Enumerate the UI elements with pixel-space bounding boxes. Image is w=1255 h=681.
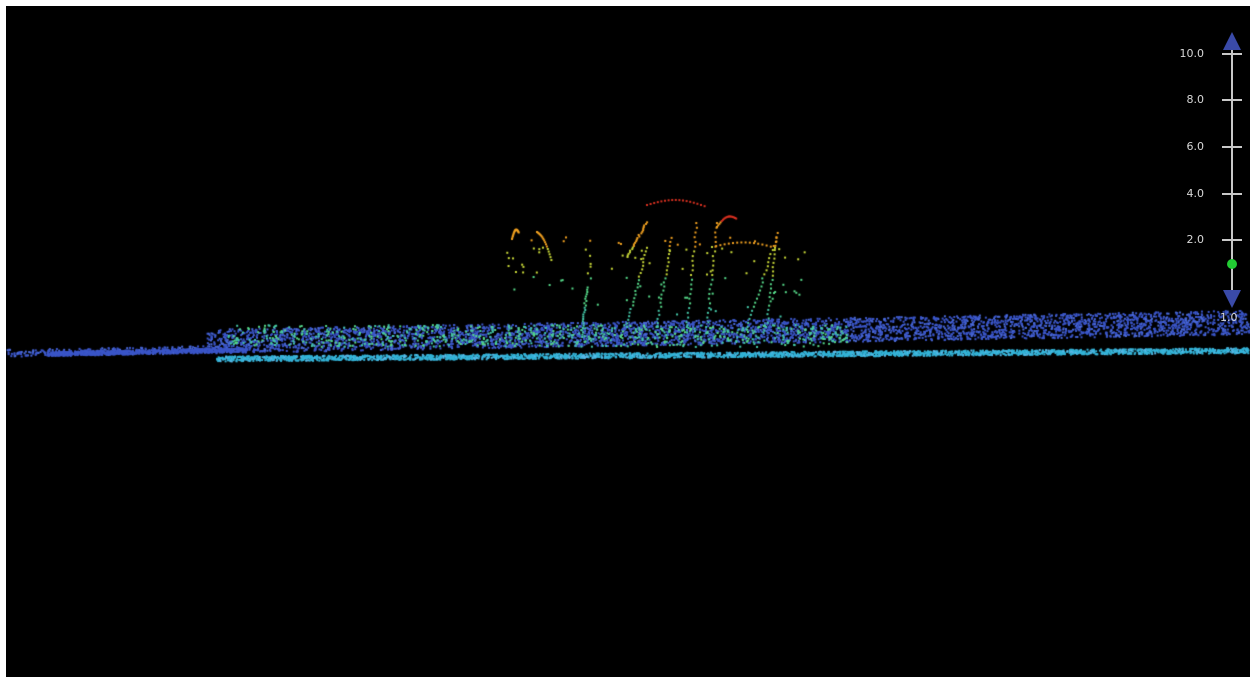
slider-knob[interactable] (1227, 259, 1237, 269)
scale-label-10: 10.0 (1179, 47, 1205, 60)
height-scale: 10.0 8.0 6.0 4.0 2.0 1.0 (1166, 28, 1250, 328)
triangle-down-icon[interactable] (1223, 290, 1241, 308)
point-cloud-canvas[interactable] (6, 6, 1250, 677)
height-scale-graphic (1222, 32, 1242, 308)
triangle-up-icon[interactable] (1223, 32, 1241, 50)
scale-label-2: 2.0 (1186, 233, 1205, 246)
scale-label-4: 4.0 (1186, 187, 1205, 200)
scale-label-8: 8.0 (1186, 93, 1205, 106)
scale-label-min: 1.0 (1220, 311, 1238, 324)
point-cloud-viewport[interactable]: 10.0 8.0 6.0 4.0 2.0 1.0 (6, 6, 1250, 677)
scale-label-6: 6.0 (1186, 140, 1205, 153)
